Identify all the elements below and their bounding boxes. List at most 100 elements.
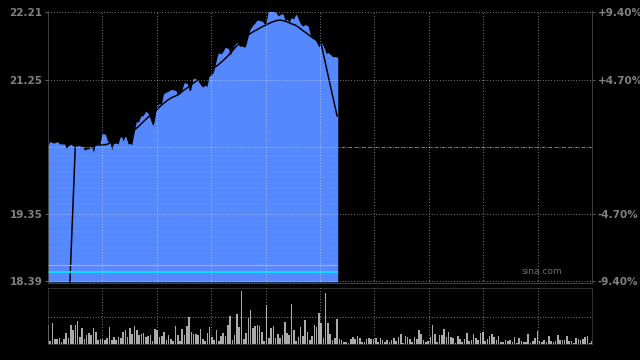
- Bar: [573, 343, 575, 344]
- Bar: [191, 332, 192, 344]
- Bar: [396, 341, 397, 344]
- Bar: [77, 321, 78, 344]
- Bar: [136, 330, 138, 344]
- Bar: [186, 326, 188, 344]
- Bar: [175, 326, 176, 344]
- Bar: [213, 340, 215, 344]
- Bar: [555, 341, 556, 344]
- Bar: [448, 332, 449, 344]
- Bar: [464, 339, 465, 344]
- Bar: [204, 342, 206, 344]
- Bar: [380, 338, 381, 344]
- Bar: [580, 340, 581, 344]
- Bar: [118, 337, 119, 344]
- Bar: [127, 337, 129, 344]
- Bar: [141, 334, 142, 344]
- Bar: [491, 334, 493, 344]
- Bar: [387, 340, 388, 344]
- Bar: [316, 327, 317, 344]
- Bar: [95, 332, 97, 344]
- Bar: [197, 335, 199, 344]
- Bar: [470, 340, 472, 344]
- Bar: [111, 340, 113, 344]
- Bar: [109, 327, 110, 344]
- Bar: [268, 338, 269, 344]
- Bar: [477, 339, 479, 344]
- Bar: [350, 339, 351, 344]
- Bar: [589, 343, 591, 344]
- Bar: [172, 341, 174, 344]
- Bar: [418, 330, 420, 344]
- Bar: [280, 338, 281, 344]
- Bar: [352, 337, 354, 344]
- Bar: [309, 340, 310, 344]
- Bar: [239, 327, 240, 344]
- Bar: [509, 339, 511, 344]
- Text: sina.com: sina.com: [521, 267, 562, 276]
- Bar: [261, 332, 263, 344]
- Bar: [275, 338, 276, 344]
- Bar: [527, 334, 529, 344]
- Bar: [307, 332, 308, 344]
- Bar: [184, 335, 186, 344]
- Bar: [364, 342, 365, 344]
- Bar: [330, 334, 331, 344]
- Bar: [63, 338, 65, 344]
- Bar: [511, 342, 513, 344]
- Bar: [564, 339, 566, 344]
- Bar: [523, 342, 525, 344]
- Bar: [227, 325, 228, 344]
- Bar: [88, 333, 90, 344]
- Bar: [409, 338, 411, 344]
- Bar: [441, 335, 443, 344]
- Bar: [170, 339, 172, 344]
- Bar: [147, 336, 149, 344]
- Bar: [102, 339, 104, 344]
- Bar: [403, 343, 404, 344]
- Bar: [454, 343, 456, 344]
- Bar: [502, 342, 504, 344]
- Bar: [259, 327, 260, 344]
- Bar: [434, 334, 436, 344]
- Bar: [232, 340, 233, 344]
- Bar: [416, 339, 417, 344]
- Bar: [134, 326, 135, 344]
- Bar: [582, 339, 584, 344]
- Bar: [243, 339, 244, 344]
- Bar: [325, 293, 326, 344]
- Bar: [536, 331, 538, 344]
- Bar: [339, 339, 340, 344]
- Bar: [420, 334, 422, 344]
- Bar: [391, 341, 392, 344]
- Bar: [444, 329, 445, 344]
- Bar: [552, 342, 554, 344]
- Bar: [211, 337, 212, 344]
- Bar: [225, 336, 227, 344]
- Bar: [423, 340, 424, 344]
- Bar: [321, 323, 322, 344]
- Bar: [413, 337, 415, 344]
- Bar: [461, 342, 463, 344]
- Bar: [341, 340, 342, 344]
- Bar: [223, 333, 224, 344]
- Bar: [498, 336, 499, 344]
- Bar: [525, 342, 527, 344]
- Bar: [179, 341, 181, 344]
- Bar: [393, 338, 395, 344]
- Bar: [473, 334, 474, 344]
- Bar: [311, 336, 313, 344]
- Bar: [505, 340, 506, 344]
- Bar: [195, 334, 196, 344]
- Bar: [70, 325, 72, 344]
- Bar: [428, 341, 429, 344]
- Bar: [273, 327, 274, 344]
- Bar: [166, 340, 167, 344]
- Bar: [355, 339, 356, 344]
- Bar: [168, 334, 170, 344]
- Bar: [248, 318, 249, 344]
- Bar: [161, 336, 163, 344]
- Bar: [293, 330, 294, 344]
- Bar: [100, 339, 101, 344]
- Bar: [577, 338, 579, 344]
- Bar: [202, 339, 204, 344]
